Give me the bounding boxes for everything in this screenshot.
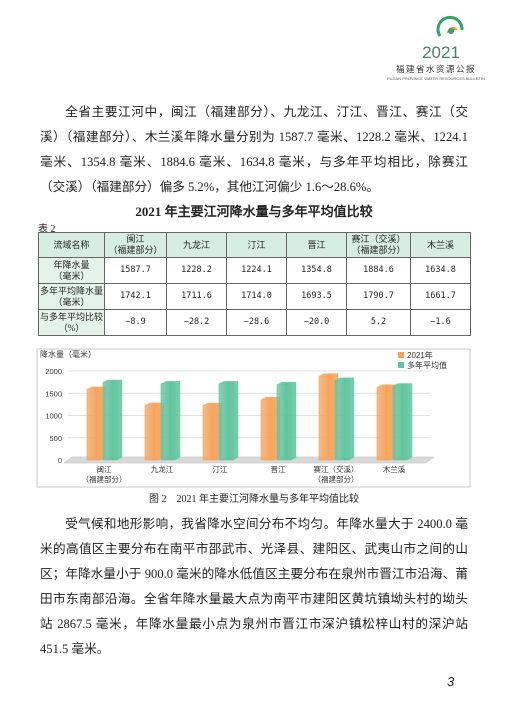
table-cell: 与多年平均比较 （%） [38,309,105,336]
bar [376,384,397,461]
table-cell: 1228.2 [166,257,227,284]
table-cell: 1587.7 [104,257,167,284]
bar [392,383,413,461]
table-cell: 1354.8 [286,257,347,284]
table-title: 2021 年主要江河降水量与多年平均值比较 [135,204,373,219]
x-tick-label: 汀江 [212,465,228,474]
logo-dot [448,28,454,34]
logo-arc [436,15,464,37]
table-cell: 1714.0 [226,283,287,310]
legend-label: 2021年 [407,350,433,360]
bar [102,379,123,461]
table-cell: 1224.1 [226,257,287,284]
x-tick-label: 晋江 [270,465,286,474]
table-cell: −8.9 [104,309,167,336]
paragraph: 全省主要江河中，闽江（福建部分）、九龙江、汀江、晋江、赛江（交溪）（福建部分）、… [40,105,468,194]
legend-label: 多年平均值 [407,360,447,370]
table-cell: 多年平均降水量 （毫米） [38,283,105,310]
table-label: 表 2 [38,224,56,235]
header-title: 福建省水资源公报 [396,64,476,74]
table-cell: −28.2 [166,309,227,336]
y-axis-label: 降水量（毫米） [40,349,96,359]
x-tick-label: 九龙江 [150,465,174,474]
table-cell: 1742.1 [104,283,167,310]
x-tick-label: 赛江（交溪） （福建部分） [313,465,359,484]
table-header-cell: 赛江（交溪） （福建部分） [346,232,411,258]
paragraph: 受气候和地形影响，我省降水空间分布不均匀。年降水量大于 2400.0 毫米的高值… [40,517,468,656]
bar [318,373,339,461]
bar [86,386,107,461]
table-cell: 1634.8 [410,257,471,284]
bar [334,377,355,461]
x-tick-label: 闽江 （福建部分） [81,465,127,484]
table-cell: −20.0 [286,309,347,336]
table-cell: 5.2 [346,309,411,336]
page-number: 3 [447,674,455,689]
table-cell: 1711.6 [166,283,227,310]
table-header-cell: 晋江 [286,232,347,258]
table-row: 年降水量 （毫米） 1587.7 1228.2 1224.1 1354.8 1884.6 1… [38,257,471,284]
header-year: 2021 [422,43,460,62]
table-cell: −28.6 [226,309,287,336]
y-tick-label: 1000 [45,412,62,421]
table-cell: 1693.5 [286,283,347,310]
bar [160,381,181,461]
table-cell: 1661.7 [410,283,471,310]
table-cell: 年降水量 （毫米） [38,257,105,284]
chart-frame [36,348,471,488]
y-tick-label: 0 [58,456,62,465]
header-subtitle: FUJIAN PROVINCE WATER RESOURCES BULLETIN [387,76,485,81]
table-cell: 1790.7 [346,283,411,310]
table: 流域名称 闽江 （福建部分） 九龙江 汀江 晋江 赛江（交溪） （福建部分） 木兰溪 年降水量… [38,232,471,336]
y-tick-label: 2000 [45,367,62,376]
table-header-row: 流域名称 闽江 （福建部分） 九龙江 汀江 晋江 赛江（交溪） （福建部分） 木兰溪 [38,232,471,258]
y-tick-label: 1500 [45,389,62,398]
legend-swatch [398,352,404,358]
table-header-cell: 木兰溪 [410,232,471,258]
table-cell: 1884.6 [346,257,411,284]
x-tick-label: 木兰溪 [382,465,406,474]
table-header-cell: 流域名称 [38,232,105,258]
legend-swatch [398,362,404,368]
table-row: 多年平均降水量 （毫米） 1742.1 1711.6 1714.0 1693.5 1790… [38,283,471,310]
chart-caption: 图 2 2021 年主要江河降水量与多年平均值比较 [149,494,359,505]
table-header-cell: 闽江 （福建部分） [104,232,167,258]
table-row: 与多年平均比较 （%） −8.9 −28.2 −28.6 −20.0 5.2 −1.6 [38,309,471,336]
table-header-cell: 汀江 [226,232,287,258]
table-header-cell: 九龙江 [166,232,227,258]
table-cell: −1.6 [410,309,471,336]
bar [276,381,297,461]
y-tick-label: 500 [49,434,62,443]
bar [218,381,239,461]
logo [436,15,464,37]
